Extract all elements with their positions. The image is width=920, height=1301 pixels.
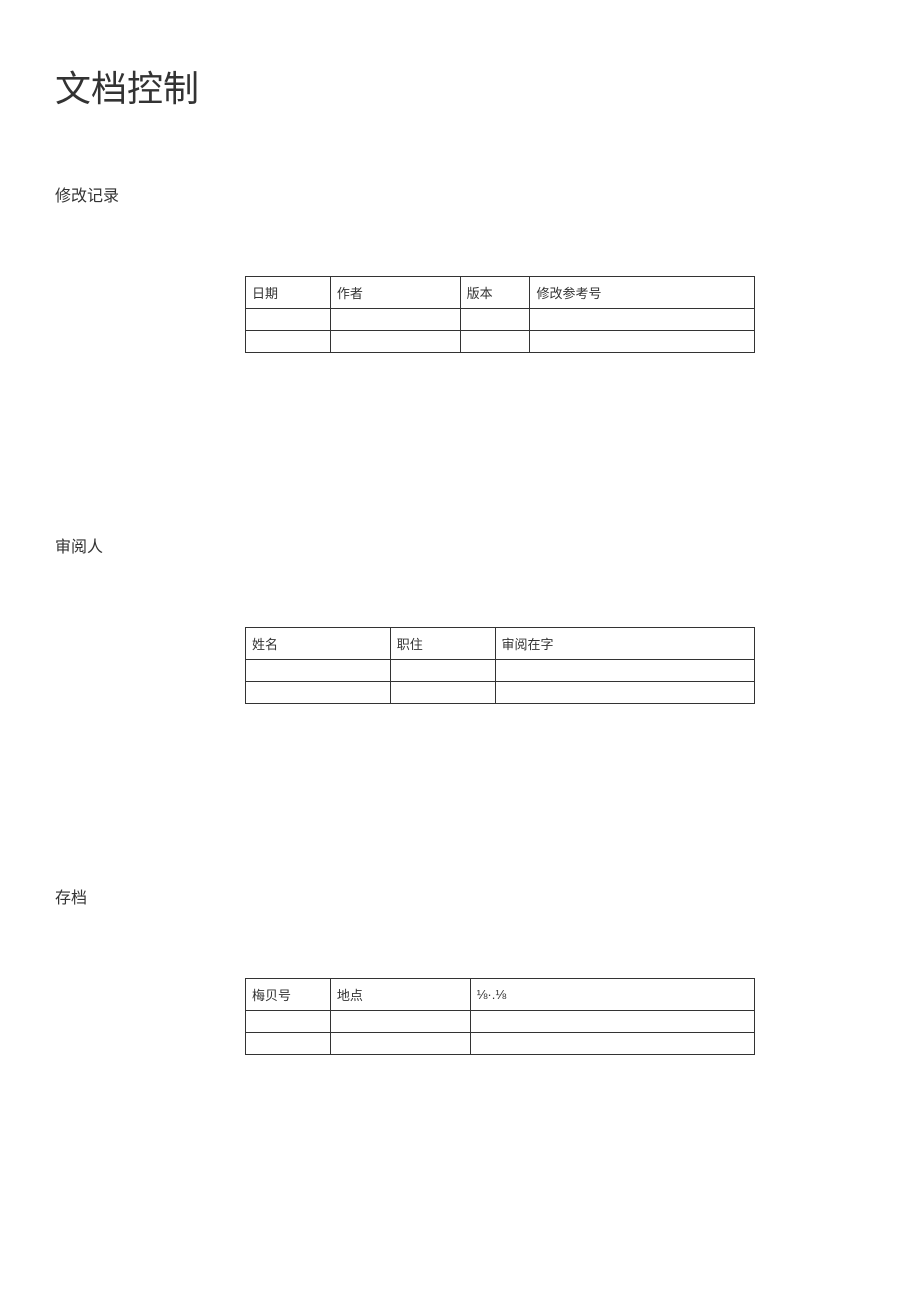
cell [330,331,460,353]
table-row [246,331,755,353]
col-signature: 审阅在字 [495,628,754,660]
table-row [246,660,755,682]
cell [460,309,530,331]
cell [246,682,391,704]
table-row [246,1033,755,1055]
cell [390,682,495,704]
revision-section-label: 修改记录 [55,182,865,206]
table-row [246,682,755,704]
revision-table: 日期 作者 版本 修改参考号 [245,276,755,353]
cell [246,331,331,353]
col-ref: 修改参考号 [530,277,755,309]
table-header-row: 日期 作者 版本 修改参考号 [246,277,755,309]
cell [246,309,331,331]
cell [246,1033,331,1055]
cell [330,309,460,331]
col-misc: ⅛·.⅛ [470,979,754,1011]
cell [330,1033,470,1055]
col-id: 梅贝号 [246,979,331,1011]
table-row [246,1011,755,1033]
col-name: 姓名 [246,628,391,660]
cell [530,331,755,353]
cell [390,660,495,682]
cell [495,682,754,704]
cell [246,660,391,682]
col-position: 职住 [390,628,495,660]
col-date: 日期 [246,277,331,309]
cell [530,309,755,331]
cell [495,660,754,682]
reviewer-section-label: 审阅人 [55,533,865,557]
table-header-row: 梅贝号 地点 ⅛·.⅛ [246,979,755,1011]
archive-section-label: 存档 [55,884,865,908]
cell [330,1011,470,1033]
cell [470,1033,754,1055]
archive-table: 梅贝号 地点 ⅛·.⅛ [245,978,755,1055]
table-row [246,309,755,331]
revision-table-wrap: 日期 作者 版本 修改参考号 [245,276,865,353]
page-title: 文档控制 [55,60,865,112]
table-header-row: 姓名 职住 审阅在字 [246,628,755,660]
reviewer-table-wrap: 姓名 职住 审阅在字 [245,627,865,704]
col-author: 作者 [330,277,460,309]
col-location: 地点 [330,979,470,1011]
cell [460,331,530,353]
archive-table-wrap: 梅贝号 地点 ⅛·.⅛ [245,978,865,1055]
cell [470,1011,754,1033]
cell [246,1011,331,1033]
reviewer-table: 姓名 职住 审阅在字 [245,627,755,704]
col-version: 版本 [460,277,530,309]
